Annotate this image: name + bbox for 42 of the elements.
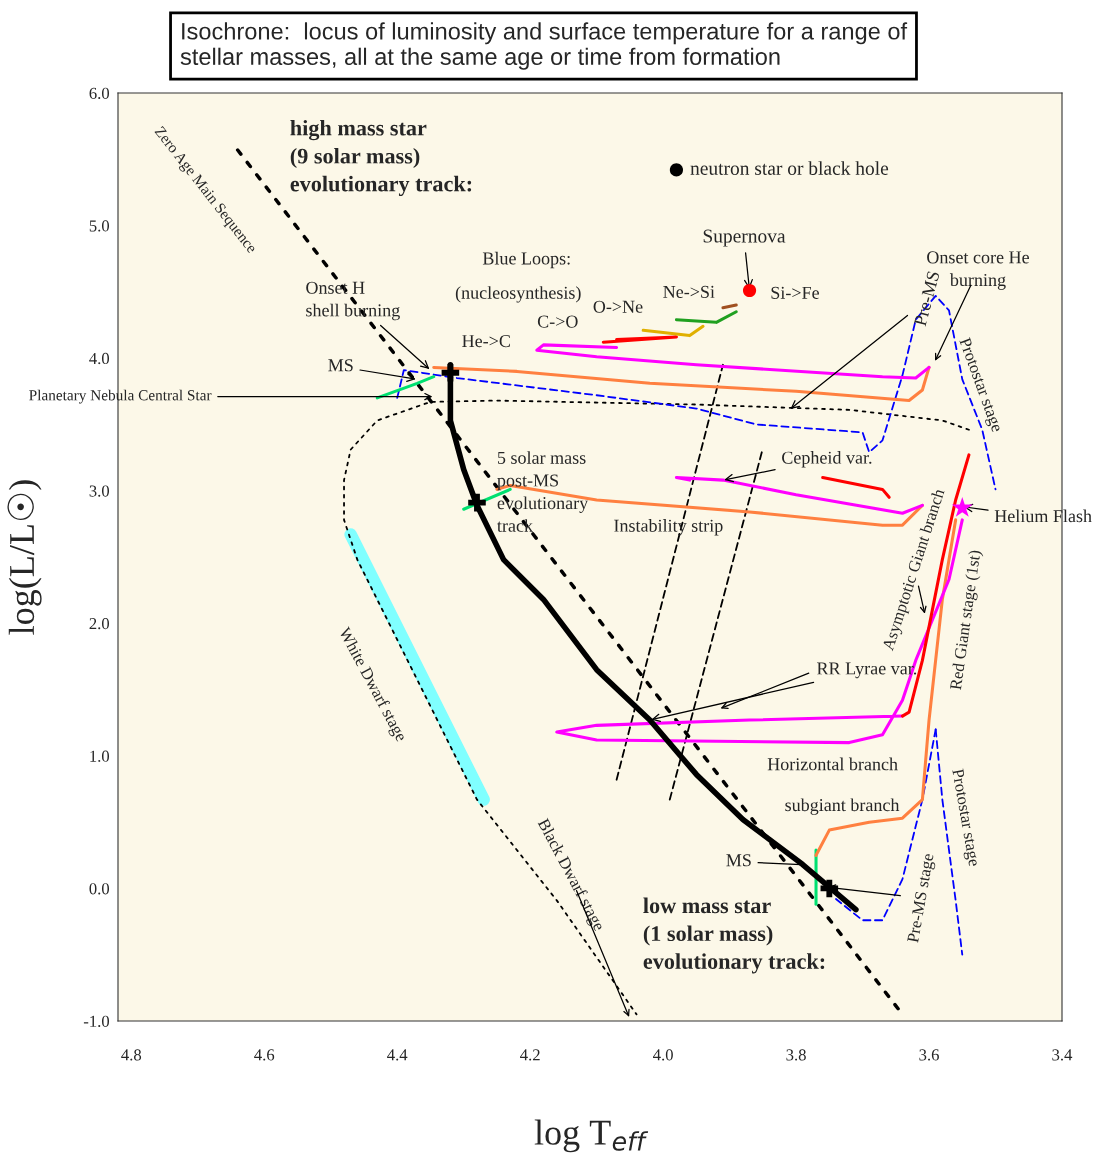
y-tick-label: 3.0 bbox=[89, 485, 110, 497]
chart-title: Isochrone: locus of luminosity and surface temperature for a range of stellar masses, all at the same age or time from formation bbox=[180, 22, 908, 70]
annotation: subgiant branch bbox=[785, 798, 900, 815]
annotation: 5 solar mass post-MS evolutionary track bbox=[497, 451, 589, 532]
annotation: (nucleosynthesis) bbox=[455, 286, 581, 303]
y-tick-label: 5.0 bbox=[89, 220, 110, 232]
annotation: Ne->Si bbox=[663, 285, 715, 298]
y-tick-label: 6.0 bbox=[89, 87, 110, 100]
y-tick-label: 1.0 bbox=[90, 750, 110, 762]
annotation: MS bbox=[328, 359, 353, 372]
x-tick-label: 3.8 bbox=[786, 1049, 806, 1061]
x-tick-label: 4.8 bbox=[121, 1049, 142, 1061]
x-tick-label: 4.4 bbox=[387, 1049, 408, 1061]
annotation: Pre-MS stage bbox=[907, 853, 938, 944]
annotation: Instability strip bbox=[614, 519, 723, 536]
annotation: Blue Loops: bbox=[482, 251, 570, 269]
annotation: O->Ne bbox=[593, 300, 643, 313]
annotation: neutron star or black hole bbox=[690, 161, 889, 175]
annotation: Protostar stage bbox=[948, 768, 981, 868]
x-tick-label: 3.6 bbox=[919, 1049, 939, 1061]
annotation: C->O bbox=[537, 315, 578, 328]
annotation: Pre-MS bbox=[913, 270, 940, 327]
annotation: Supernova bbox=[703, 229, 786, 247]
y-tick-label: 2.0 bbox=[89, 617, 110, 630]
annotation: low mass star (1 solar mass) evolutionary track: bbox=[643, 897, 825, 974]
annotation: Protostar stage bbox=[956, 337, 1004, 434]
annotation: Si->Fe bbox=[771, 286, 819, 299]
x-tick-label: 3.4 bbox=[1052, 1049, 1073, 1061]
y-tick-label: 0.0 bbox=[89, 883, 110, 895]
x-tick-label: 4.6 bbox=[254, 1049, 275, 1061]
y-tick-label: 4.0 bbox=[89, 352, 110, 365]
annotation: Red Giant stage (1st) bbox=[949, 549, 984, 691]
y-axis-title: log(L/L☉) bbox=[7, 480, 42, 635]
annotation: high mass star (9 solar mass) evolutionary track: bbox=[290, 119, 472, 197]
x-tick-label: 4.0 bbox=[653, 1049, 673, 1061]
x-axis-title: log T$_{eff}$ bbox=[534, 1119, 649, 1153]
annotation: Cepheid var. bbox=[782, 451, 872, 468]
y-tick-label: -1.0 bbox=[83, 1015, 110, 1028]
annotation: MS bbox=[726, 854, 751, 867]
annotation: He->C bbox=[462, 335, 510, 348]
annotation: Horizontal branch bbox=[767, 757, 898, 771]
x-tick-label: 4.2 bbox=[520, 1049, 540, 1061]
